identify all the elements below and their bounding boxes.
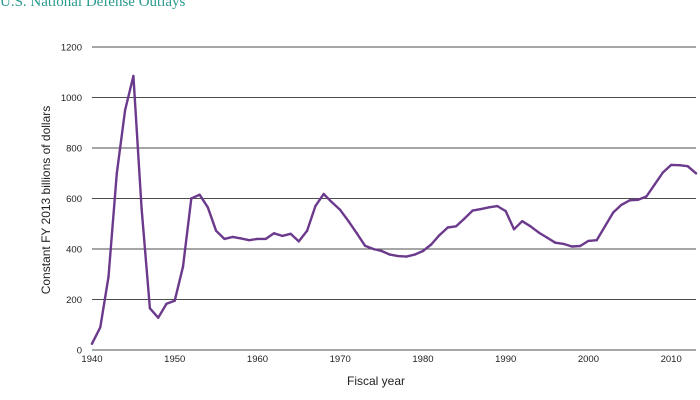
data-point [314,204,317,208]
y-tick-labels: 0 200 400 600 800 1000 1200 [61,43,82,357]
data-point [148,307,152,310]
x-tick-label: 1980 [412,354,433,365]
x-axis-title: Fiscal year [347,374,405,388]
data-point [545,236,549,239]
data-point [521,220,524,223]
data-point [405,255,408,258]
y-tick-label: 800 [66,144,82,155]
data-points [90,74,698,345]
data-point [636,198,640,201]
data-point [438,233,441,237]
x-tick-label: 1990 [495,354,516,365]
data-point [454,225,458,228]
series-line [90,74,698,345]
data-point [173,299,176,302]
data-point [157,316,160,319]
data-point [140,207,143,210]
data-point [132,74,135,78]
data-point [339,208,342,212]
x-tick-label: 1950 [164,354,185,365]
data-point [504,209,507,213]
y-tick-label: 200 [66,295,82,306]
data-point [479,207,483,211]
data-point [421,249,425,253]
data-point [330,201,334,204]
data-point [595,239,598,242]
data-point [248,239,251,242]
data-point [372,247,375,251]
data-point [645,195,648,198]
y-tick-label: 400 [66,245,82,256]
data-point [99,326,102,329]
data-point [554,241,557,244]
data-point [471,209,474,212]
data-point [347,220,350,223]
y-tick-label: 0 [77,346,82,357]
data-point [686,165,689,168]
data-point [272,232,276,235]
chart-title: U.S. National Defense Outlays [0,0,186,10]
x-tick-labels: 1940 1950 1960 1970 1980 1990 2000 2010 [81,354,681,365]
data-point [396,254,400,258]
x-tick-label: 2000 [578,354,599,365]
data-point [562,242,565,246]
data-point [413,253,416,256]
y-axis-title: Constant FY 2013 billions of dollars [39,106,53,295]
data-point [289,232,292,235]
data-point [694,172,698,175]
data-point [570,245,574,248]
y-tick-label: 1000 [61,93,82,104]
data-point [537,231,540,234]
data-point [430,243,433,246]
data-point [256,237,259,241]
x-tick-label: 2010 [661,354,682,365]
data-point [181,265,185,268]
x-tick-label: 1960 [247,354,268,365]
x-tick-label: 1970 [330,354,351,365]
data-point [206,206,209,209]
data-point [115,172,119,175]
data-point [355,232,358,235]
data-point [446,226,449,229]
data-point [653,183,656,186]
data-point [190,197,193,200]
data-point [512,228,516,231]
data-point [463,217,466,220]
data-point [603,225,607,228]
data-point [488,206,491,209]
data-point [496,204,499,208]
data-point [628,199,631,202]
data-point [305,229,309,232]
data-point [165,302,168,305]
data-point [281,234,284,238]
data-point [297,240,300,243]
data-point [380,249,383,253]
data-point [529,225,532,228]
data-point [579,244,582,248]
data-point [214,229,218,232]
data-point [123,108,127,112]
data-point [363,244,367,247]
data-point [661,171,665,174]
data-point [239,237,243,240]
data-point [670,163,673,167]
y-tick-label: 600 [66,194,82,205]
data-point [678,164,681,167]
data-point [90,342,94,345]
data-point [322,192,325,196]
data-point [388,253,392,256]
data-point [198,193,201,196]
data-point [231,235,234,239]
data-point [264,237,267,241]
x-tick-label: 1940 [81,354,102,365]
data-point [107,275,110,278]
data-point [223,237,226,241]
data-point [587,239,590,243]
data-point [612,211,615,214]
y-tick-label: 1200 [61,43,82,54]
data-point [620,203,623,206]
